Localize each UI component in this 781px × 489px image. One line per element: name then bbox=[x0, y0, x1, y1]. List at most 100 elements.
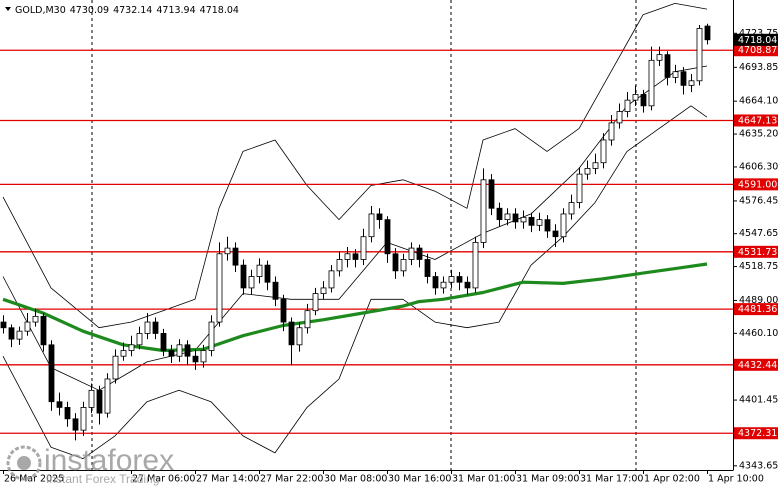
candle-body bbox=[368, 213, 375, 238]
candle-body bbox=[96, 389, 103, 414]
candle-body bbox=[192, 355, 199, 363]
candle-body bbox=[680, 71, 687, 86]
x-tick-label: 30 Mar 16:00 bbox=[388, 474, 451, 485]
candle-body bbox=[32, 315, 39, 323]
candle-body bbox=[176, 344, 183, 357]
candle-body bbox=[16, 330, 23, 340]
candle-body bbox=[416, 247, 423, 260]
level-label: 4432.44 bbox=[738, 360, 777, 371]
candle-body bbox=[520, 216, 527, 223]
candle-body bbox=[560, 213, 567, 238]
current-price-box bbox=[734, 33, 778, 46]
candle-body bbox=[512, 213, 519, 223]
candle-body bbox=[592, 162, 599, 169]
y-tick-label: 4401.45 bbox=[739, 395, 778, 406]
x-tick-label: 31 Mar 09:00 bbox=[516, 474, 579, 485]
candle-body bbox=[352, 253, 359, 260]
candle-body bbox=[64, 407, 71, 420]
candle-body bbox=[232, 247, 239, 266]
watermark-brand: instaforex bbox=[44, 444, 174, 477]
candle-body bbox=[112, 355, 119, 380]
candle-body bbox=[552, 230, 559, 238]
x-tick-label: 1 Apr 10:00 bbox=[708, 474, 764, 485]
y-tick-label: 4664.10 bbox=[739, 96, 778, 107]
candle-body bbox=[616, 111, 623, 124]
level-label-box bbox=[734, 178, 778, 191]
candle-body bbox=[432, 276, 439, 289]
candle-body bbox=[608, 122, 615, 141]
candle-body bbox=[392, 253, 399, 272]
bollinger-band bbox=[2, 105, 708, 460]
level-label: 4372.31 bbox=[738, 428, 777, 439]
candle-body bbox=[688, 80, 695, 86]
chart-header: GOLD,M30 4730.09 4732.14 4713.94 4718.04 bbox=[15, 5, 239, 16]
candle-body bbox=[496, 207, 503, 221]
y-tick-label: 4489.00 bbox=[739, 295, 778, 306]
candle-body bbox=[72, 418, 79, 431]
level-label: 4647.13 bbox=[738, 115, 777, 126]
candle-body bbox=[264, 264, 271, 283]
level-label-box bbox=[734, 245, 778, 258]
candle-body bbox=[280, 298, 287, 323]
header-field: 4732.14 bbox=[113, 5, 152, 16]
candle-body bbox=[80, 407, 87, 431]
candle-body bbox=[448, 276, 455, 283]
level-label: 4591.00 bbox=[738, 179, 777, 190]
y-tick-label: 4635.20 bbox=[739, 129, 778, 140]
candle-body bbox=[600, 139, 607, 164]
candle-body bbox=[488, 179, 495, 209]
header-field: GOLD,M30 bbox=[15, 5, 66, 16]
candle-body bbox=[464, 281, 471, 289]
x-tick-label: 27 Mar 06:00 bbox=[132, 474, 195, 485]
watermark-logo bbox=[6, 445, 42, 481]
candle-body bbox=[136, 333, 143, 346]
watermark-logo-core bbox=[17, 456, 31, 470]
candle-body bbox=[672, 71, 679, 78]
candle-body bbox=[184, 344, 191, 357]
candle-body bbox=[256, 264, 263, 277]
candle-body bbox=[272, 281, 279, 300]
level-label-box bbox=[734, 427, 778, 440]
candle-body bbox=[360, 236, 367, 260]
candle-body bbox=[624, 99, 631, 112]
y-tick-label: 4518.75 bbox=[739, 261, 778, 272]
candle-body bbox=[344, 253, 351, 260]
candle-body bbox=[24, 321, 31, 332]
candle-body bbox=[528, 216, 535, 226]
candle-body bbox=[128, 344, 135, 351]
y-tick-label: 4460.10 bbox=[739, 328, 778, 339]
candle-body bbox=[120, 350, 127, 357]
candle-body bbox=[384, 219, 391, 255]
level-label-box bbox=[734, 114, 778, 127]
bollinger-band bbox=[2, 3, 708, 329]
candle-body bbox=[328, 270, 335, 289]
candle-body bbox=[504, 213, 511, 221]
watermark-tagline: Instant Forex Trading bbox=[46, 472, 159, 486]
x-tick-label: 30 Mar 08:00 bbox=[324, 474, 387, 485]
x-tick-label: 31 Mar 17:00 bbox=[580, 474, 643, 485]
candle-body bbox=[632, 94, 639, 101]
candle-body bbox=[88, 389, 95, 408]
y-tick-label: 4693.85 bbox=[739, 62, 778, 73]
candle-body bbox=[240, 264, 247, 289]
level-label: 4708.87 bbox=[738, 45, 777, 56]
candle-body bbox=[544, 219, 551, 232]
header-field: 4718.04 bbox=[200, 5, 239, 16]
candle-body bbox=[48, 344, 55, 403]
candle-body bbox=[200, 350, 207, 363]
candle-body bbox=[440, 281, 447, 289]
candle-body bbox=[288, 321, 295, 346]
x-tick-label: 1 Apr 02:00 bbox=[644, 474, 700, 485]
candle-body bbox=[216, 253, 223, 323]
candle-body bbox=[224, 247, 231, 255]
candle-body bbox=[664, 54, 671, 78]
candle-body bbox=[8, 327, 15, 340]
y-tick-label: 4343.65 bbox=[739, 460, 778, 471]
y-tick-label: 4547.65 bbox=[739, 228, 778, 239]
candle-body bbox=[320, 287, 327, 295]
candle-body bbox=[424, 259, 431, 277]
candle-body bbox=[336, 259, 343, 272]
candle-body bbox=[40, 315, 47, 346]
